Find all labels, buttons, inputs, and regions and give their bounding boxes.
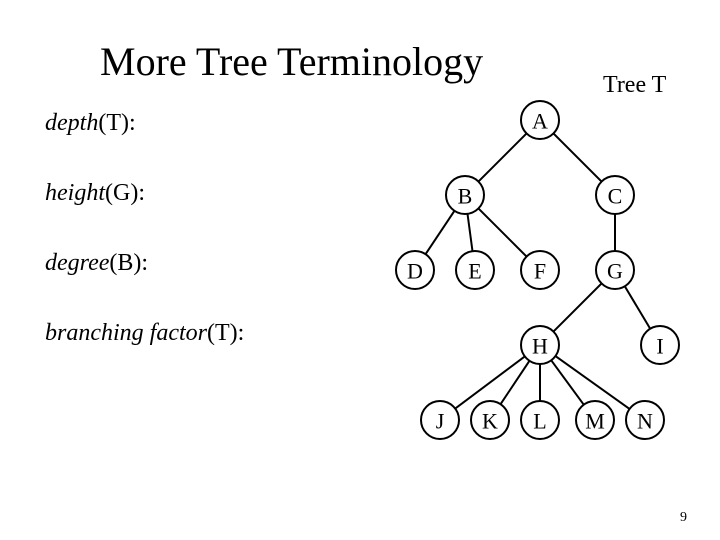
node-D: D bbox=[396, 251, 434, 289]
node-label-N: N bbox=[637, 409, 653, 434]
edge-B-F bbox=[478, 208, 526, 256]
node-M: M bbox=[576, 401, 614, 439]
node-J: J bbox=[421, 401, 459, 439]
node-G: G bbox=[596, 251, 634, 289]
edge-A-B bbox=[478, 133, 526, 181]
node-label-B: B bbox=[458, 184, 473, 209]
node-H: H bbox=[521, 326, 559, 364]
edge-G-H bbox=[553, 283, 601, 331]
edge-B-D bbox=[426, 211, 455, 254]
edge-A-C bbox=[553, 133, 601, 181]
edge-H-K bbox=[501, 361, 530, 404]
node-label-A: A bbox=[532, 109, 548, 134]
node-label-I: I bbox=[656, 334, 663, 359]
node-B: B bbox=[446, 176, 484, 214]
node-N: N bbox=[626, 401, 664, 439]
node-label-J: J bbox=[436, 409, 445, 434]
node-E: E bbox=[456, 251, 494, 289]
node-label-K: K bbox=[482, 409, 498, 434]
node-label-C: C bbox=[608, 184, 623, 209]
node-K: K bbox=[471, 401, 509, 439]
edge-B-E bbox=[468, 214, 473, 251]
edge-H-M bbox=[551, 360, 584, 404]
node-label-L: L bbox=[533, 409, 546, 434]
node-label-E: E bbox=[468, 259, 481, 284]
node-label-H: H bbox=[532, 334, 548, 359]
node-label-M: M bbox=[585, 409, 605, 434]
node-label-F: F bbox=[534, 259, 546, 284]
node-I: I bbox=[641, 326, 679, 364]
tree-diagram: A B C D E F G H I J K L M N bbox=[0, 0, 720, 540]
page-number: 9 bbox=[680, 510, 687, 526]
node-L: L bbox=[521, 401, 559, 439]
node-C: C bbox=[596, 176, 634, 214]
node-label-G: G bbox=[607, 259, 623, 284]
edge-G-I bbox=[625, 286, 650, 328]
node-F: F bbox=[521, 251, 559, 289]
node-label-D: D bbox=[407, 259, 423, 284]
node-A: A bbox=[521, 101, 559, 139]
